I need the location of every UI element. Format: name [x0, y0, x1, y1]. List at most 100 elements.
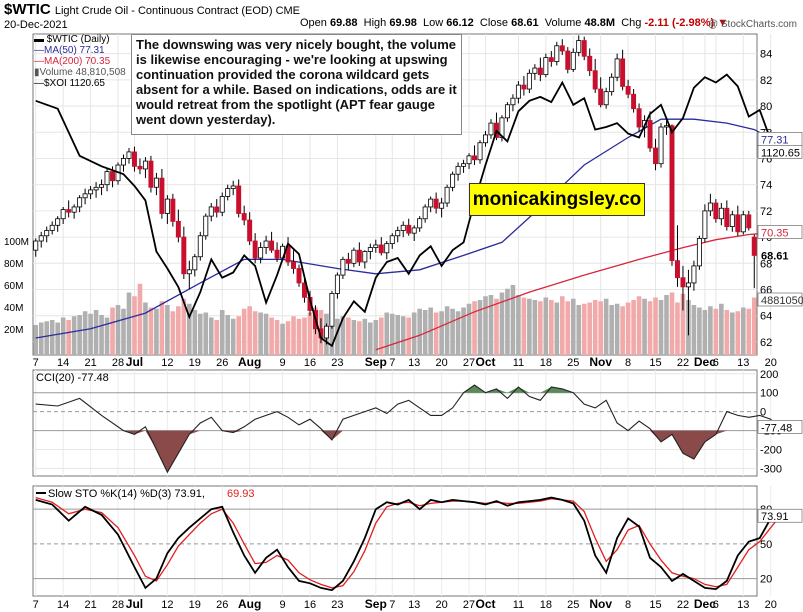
candle-body — [406, 224, 412, 234]
volume-bar — [121, 308, 126, 355]
candle-body — [71, 206, 77, 213]
candle-body — [110, 171, 116, 182]
sto-last-label-box — [757, 508, 803, 523]
candle-body — [219, 196, 225, 213]
candle-body — [433, 198, 439, 209]
candle-body — [192, 256, 198, 271]
volume-bar — [653, 297, 658, 355]
volume-bar — [82, 311, 88, 355]
volume-bar — [543, 297, 549, 355]
x-tick-label-bottom: 18 — [540, 599, 552, 611]
x-tick-label: 20 — [765, 357, 777, 369]
volume-bar — [247, 306, 252, 355]
x-tick-label-bottom: 26 — [216, 599, 228, 611]
volume-y-tick: 20M — [4, 325, 23, 336]
x-tick-label: 25 — [567, 357, 579, 369]
candle-body — [340, 258, 346, 276]
volume-y-tick: 100M — [4, 237, 29, 248]
candle-body — [55, 218, 61, 226]
candle-body — [696, 237, 702, 267]
x-tick-label-bottom: 11 — [513, 599, 524, 611]
volume-bar — [285, 321, 291, 355]
candle-body — [488, 122, 494, 136]
volume-bar — [192, 310, 198, 355]
last-xoi-label-box — [757, 145, 803, 159]
cci-negative-fill — [35, 430, 777, 473]
candle-body — [614, 58, 620, 78]
xoi-line — [35, 73, 778, 348]
volume-bar — [740, 307, 746, 355]
candle-body — [713, 202, 719, 220]
x-tick-label: 26 — [216, 357, 228, 369]
volume-bar — [302, 317, 307, 355]
candle-body — [647, 120, 653, 149]
low-value: 66.12 — [446, 17, 474, 29]
volume-bar — [570, 298, 576, 355]
volume-bar — [230, 318, 236, 355]
candle-body — [565, 50, 571, 70]
sto-y-tick: 20 — [760, 574, 772, 586]
candle-body — [444, 186, 450, 204]
ohlc-readout: Open 69.88 High 69.98 Low 66.12 Close 68… — [300, 17, 729, 29]
candle-body — [373, 244, 379, 248]
volume-bar — [340, 316, 346, 355]
price-legend: ▬ $WTIC (Daily) —MA(50) 77.31 —MA(200) 7… — [34, 34, 126, 89]
volume-bar — [609, 305, 614, 355]
volume-bar — [93, 310, 99, 355]
sto-k-line — [35, 496, 777, 592]
volume-bar — [148, 307, 154, 355]
sto-last-label: 73.91 — [761, 511, 789, 523]
candle-body — [82, 193, 88, 199]
x-tick-label: 9 — [279, 357, 285, 369]
candle-body — [477, 142, 483, 161]
candle-body — [362, 251, 368, 263]
candle-body — [378, 244, 384, 254]
x-tick-label: 11 — [513, 357, 524, 369]
x-tick-label-bottom: 13 — [737, 599, 749, 611]
x-tick-label: Dec — [694, 355, 716, 369]
candle-body — [724, 207, 730, 227]
price-y-tick: 82 — [760, 75, 772, 87]
volume-bar — [143, 302, 148, 355]
candle-body — [504, 104, 510, 119]
candle-body — [581, 40, 587, 57]
candle-body — [636, 108, 642, 128]
volume-bar — [532, 300, 538, 355]
volume-bar — [554, 302, 560, 355]
volume-bar — [751, 297, 757, 355]
x-tick-label-bottom: 14 — [57, 599, 69, 611]
volume-bar — [126, 292, 132, 355]
candle-body — [422, 206, 428, 220]
price-y-tick: 72 — [760, 206, 772, 218]
volume-bar — [378, 317, 384, 355]
volume-bar — [675, 302, 680, 355]
x-tick-label: 8 — [625, 357, 631, 369]
candle-body — [609, 76, 615, 93]
candle-body — [153, 177, 159, 188]
candle-body — [334, 274, 340, 294]
candle-body — [576, 40, 582, 53]
candle-body — [532, 67, 538, 74]
candle-body — [93, 186, 99, 191]
volume-bar — [60, 317, 66, 355]
candle-body — [680, 277, 686, 288]
volume-bar — [373, 320, 379, 355]
volume-bar — [746, 308, 752, 355]
x-tick-label: Aug — [238, 355, 261, 369]
x-tick-label-bottom: 21 — [84, 599, 96, 611]
candle-body — [411, 227, 417, 234]
volume-bar — [176, 306, 181, 355]
chart-date: 20-Dec-2021 — [4, 19, 68, 31]
volume-bar — [565, 301, 571, 355]
candle-body — [302, 282, 307, 298]
last-ma200-label: 70.35 — [761, 227, 789, 239]
volume-bar — [400, 316, 406, 355]
candle-body — [49, 224, 55, 231]
volume-bar — [33, 325, 39, 355]
candle-body — [455, 165, 461, 175]
credit: @ StockCharts.com — [707, 19, 797, 30]
candle-body — [483, 134, 488, 144]
candle-body — [345, 258, 351, 264]
x-tick-label: Jul — [126, 355, 143, 369]
